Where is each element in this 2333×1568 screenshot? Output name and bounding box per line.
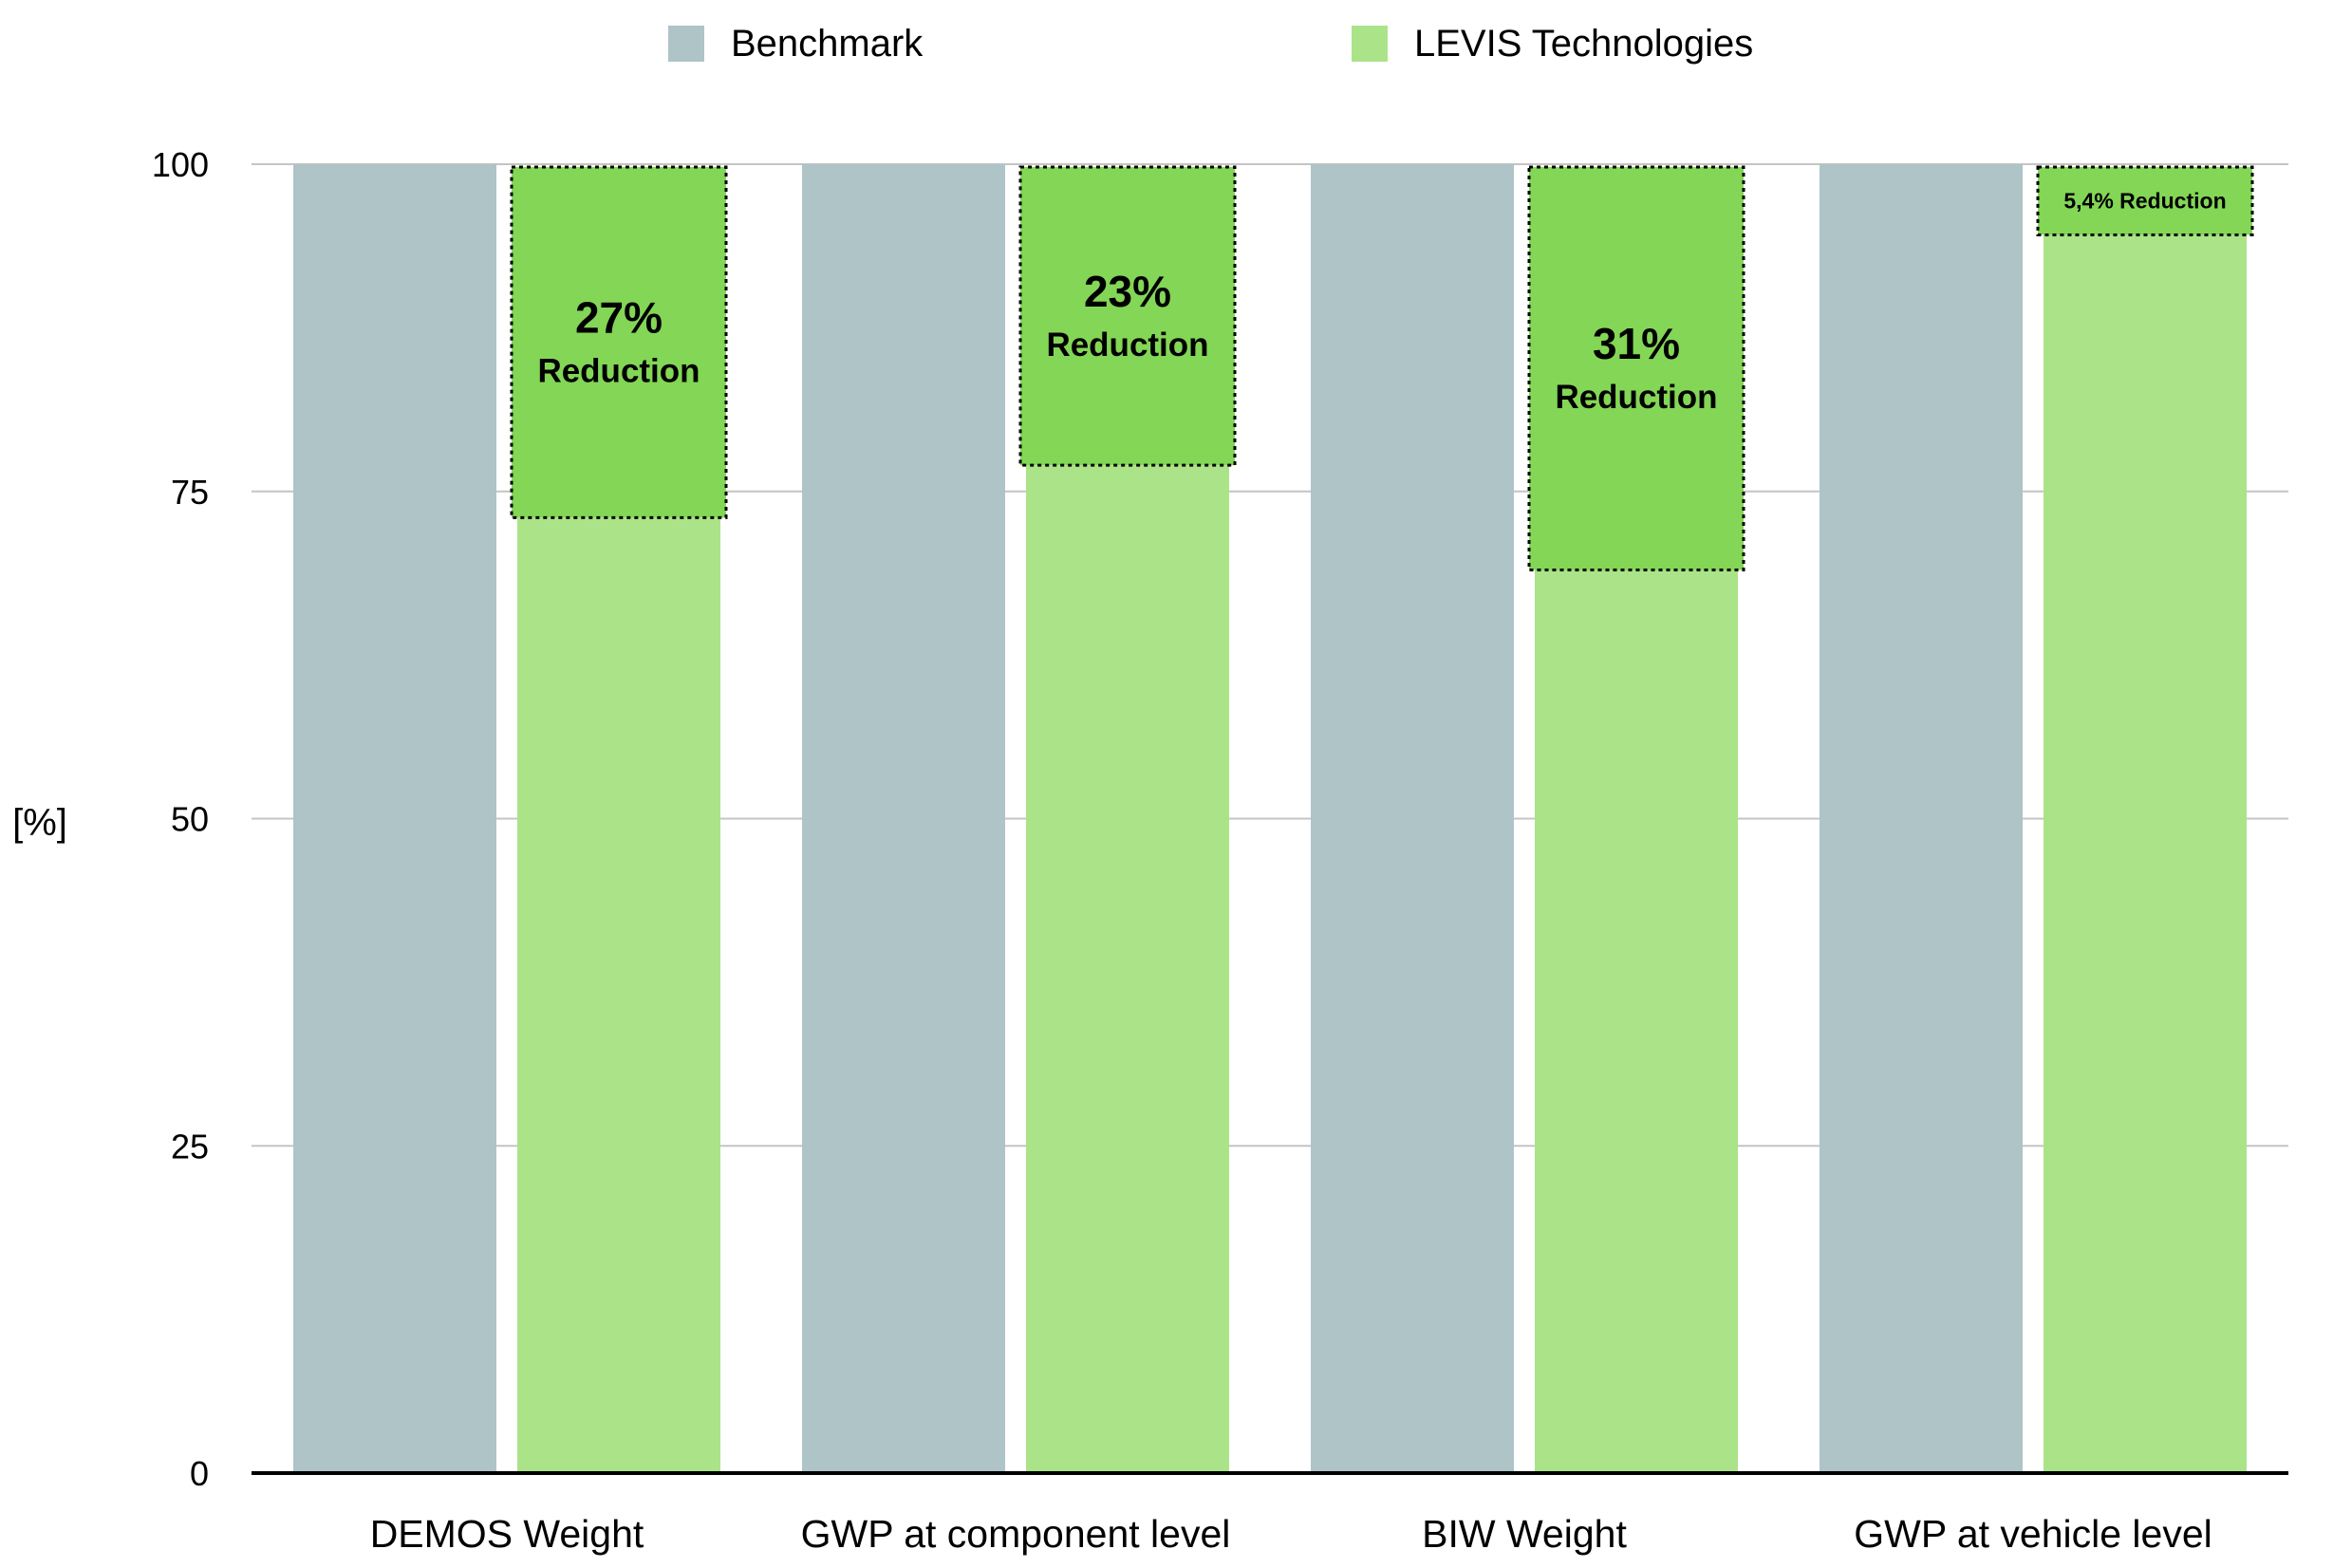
reduction-annotation: 5,4% Reduction	[2036, 165, 2254, 236]
legend-item: Benchmark	[668, 23, 924, 65]
reduction-text: 5,4% Reduction	[2063, 189, 2226, 214]
reduction-percent: 27%	[575, 293, 663, 343]
y-tick-label: 75	[171, 473, 209, 512]
reduction-annotations: 27% Reduction 23% Reduction 31% Reduction 5,4%…	[510, 165, 2254, 571]
bar-levis	[517, 517, 720, 1473]
reduction-annotation: 23% Reduction	[1018, 165, 1237, 467]
bar-benchmark	[1311, 164, 1514, 1473]
bar-benchmark	[293, 164, 496, 1473]
bar-levis	[2044, 234, 2247, 1473]
legend-swatch	[1352, 26, 1388, 62]
reduction-percent: 31%	[1593, 319, 1680, 368]
reduction-box	[1527, 165, 1745, 571]
reduction-text: Reduction	[537, 353, 700, 390]
reduction-percent: 23%	[1084, 267, 1171, 316]
x-tick-label: GWP at component level	[801, 1512, 1231, 1556]
reduction-text: Reduction	[1046, 327, 1208, 364]
legend: Benchmark LEVIS Technologies	[668, 23, 1753, 65]
bar-levis	[1535, 569, 1738, 1473]
reduction-box	[2036, 165, 2254, 236]
x-tick-label: BIW Weight	[1422, 1512, 1627, 1556]
y-tick-label: 0	[190, 1454, 209, 1493]
x-tick-label: DEMOS Weight	[370, 1512, 644, 1556]
reduction-annotation: 31% Reduction	[1527, 165, 1745, 571]
bar-benchmark	[802, 164, 1005, 1473]
reduction-text: Reduction	[1555, 379, 1717, 416]
legend-label: Benchmark	[731, 23, 924, 65]
legend-label: LEVIS Technologies	[1414, 23, 1753, 65]
bar-benchmark	[1820, 164, 2023, 1473]
y-tick-label: 100	[152, 145, 209, 184]
bars	[293, 164, 2247, 1473]
legend-swatch	[668, 26, 704, 62]
x-tick-label: GWP at vehicle level	[1854, 1512, 2212, 1556]
y-tick-label: 25	[171, 1127, 209, 1166]
reduction-box	[510, 165, 728, 519]
y-tick-label: 50	[171, 800, 209, 839]
reduction-box	[1018, 165, 1237, 467]
y-axis-label: [%]	[12, 802, 67, 844]
legend-item: LEVIS Technologies	[1352, 23, 1753, 65]
reduction-annotation: 27% Reduction	[510, 165, 728, 519]
bar-levis	[1026, 465, 1229, 1473]
axes: 0 25 50 75 100 DEMOS Weight GWP at component l…	[152, 145, 2288, 1556]
